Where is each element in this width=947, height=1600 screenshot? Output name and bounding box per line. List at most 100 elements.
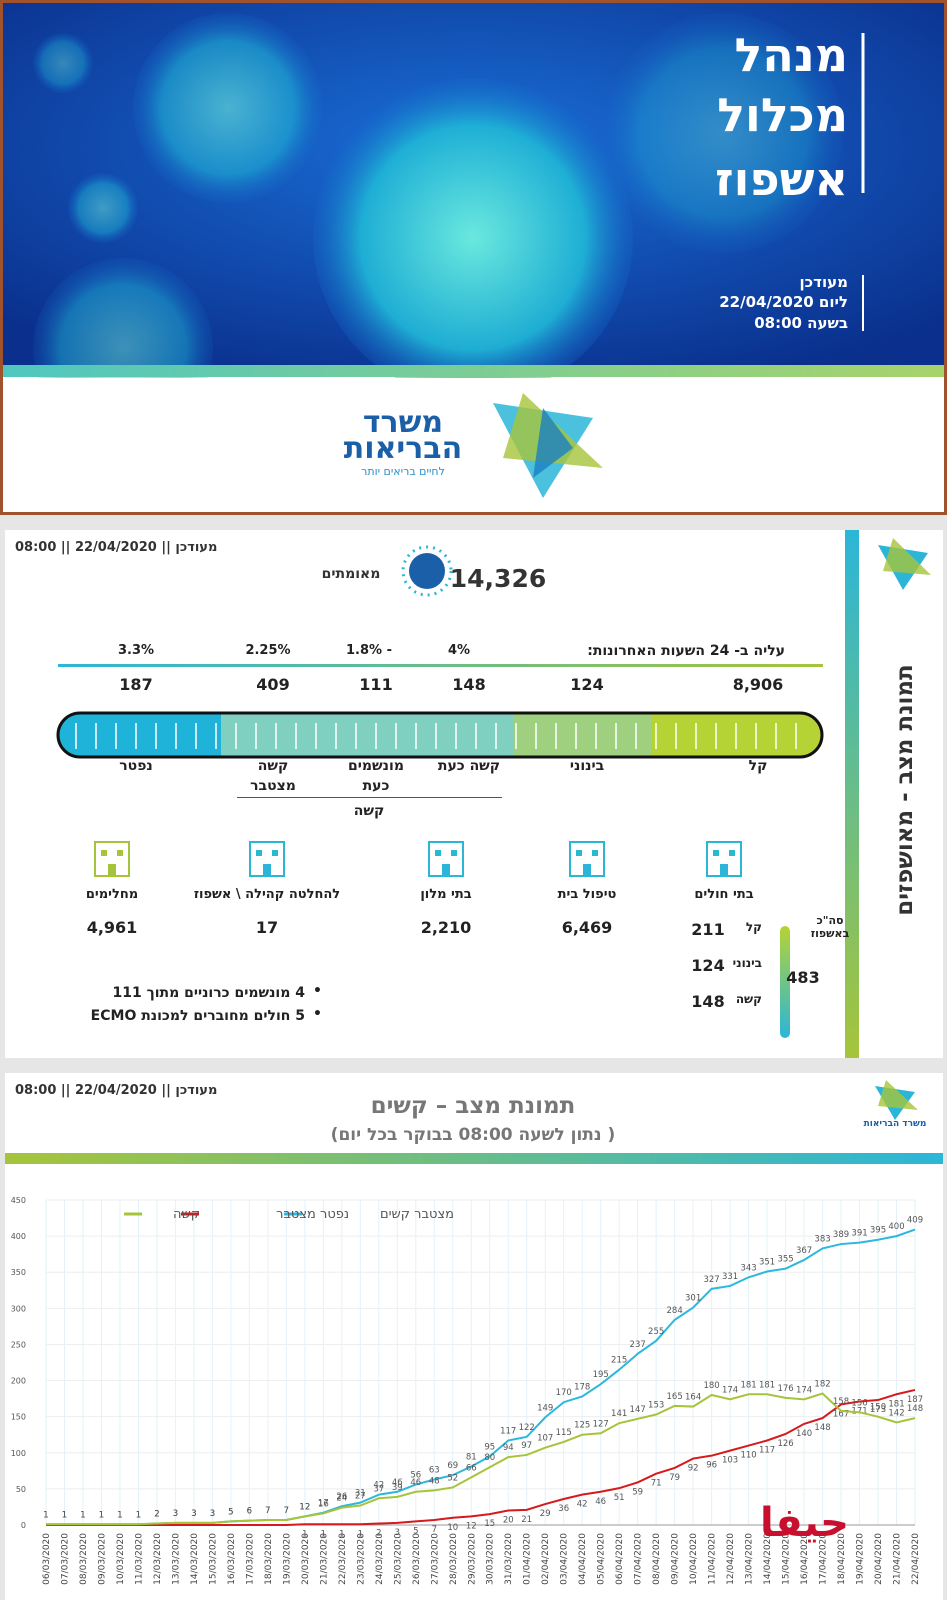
- data-label: 181: [740, 1380, 756, 1390]
- hospital-row-label: קל: [745, 920, 762, 934]
- data-label: 395: [870, 1226, 886, 1236]
- data-label: 237: [630, 1340, 646, 1350]
- segment-value: 409: [256, 675, 290, 694]
- location-label: בתי חולים: [694, 887, 754, 902]
- hospital-row-label: בינוני: [732, 956, 762, 970]
- data-label: 92: [688, 1464, 699, 1474]
- data-label: 3: [191, 1509, 196, 1519]
- group-line: [237, 797, 502, 798]
- x-tick-label: 23/03/2020: [356, 1533, 366, 1585]
- data-label: 69: [447, 1461, 458, 1471]
- data-label: 17: [318, 1499, 329, 1509]
- data-label: 96: [706, 1461, 717, 1471]
- y-tick-label: 250: [11, 1340, 26, 1349]
- x-tick-label: 17/03/2020: [245, 1533, 255, 1585]
- y-tick-label: 150: [11, 1413, 26, 1422]
- data-label: 351: [759, 1258, 775, 1268]
- location-label: בתי מלון: [420, 887, 472, 902]
- data-label: 1: [302, 1529, 307, 1539]
- updated: מעודכן || 22/04/2020 || 08:00: [15, 540, 218, 555]
- data-label: 355: [777, 1255, 793, 1265]
- x-tick-label: 26/03/2020: [412, 1533, 422, 1585]
- legend-label: מצטבר קשים: [380, 1207, 454, 1222]
- data-label: 48: [429, 1476, 440, 1486]
- data-label: 165: [667, 1392, 683, 1402]
- data-label: 117: [759, 1446, 775, 1456]
- confirmed-label: מאומתים: [321, 566, 381, 582]
- data-label: 148: [907, 1404, 923, 1414]
- y-tick-label: 0: [21, 1521, 26, 1530]
- x-tick-label: 27/03/2020: [430, 1533, 440, 1585]
- location-icon: [428, 841, 464, 877]
- data-label: 409: [907, 1216, 923, 1226]
- increase: 4%: [447, 643, 471, 658]
- data-label: 142: [888, 1408, 904, 1418]
- segment-value: 8,906: [732, 675, 784, 694]
- data-label: 122: [519, 1423, 535, 1433]
- data-label: 52: [447, 1473, 458, 1483]
- banner-title-line: מנהל: [734, 28, 848, 82]
- data-label: 176: [777, 1384, 793, 1394]
- data-label: 46: [410, 1478, 421, 1488]
- data-label: 51: [614, 1493, 625, 1503]
- data-label: 301: [685, 1294, 701, 1304]
- x-tick-label: 16/03/2020: [227, 1533, 237, 1585]
- data-label: 125: [574, 1421, 590, 1431]
- x-tick-label: 19/04/2020: [856, 1533, 866, 1585]
- segment-value: 187: [119, 675, 153, 694]
- data-label: 46: [392, 1478, 403, 1488]
- x-tick-label: 20/04/2020: [874, 1533, 884, 1585]
- location-icon: [249, 841, 285, 877]
- data-label: 16: [318, 1499, 329, 1509]
- hospital-row-value: 211: [691, 920, 725, 939]
- x-tick-label: 03/04/2020: [560, 1533, 570, 1585]
- logo-mark: [878, 538, 931, 590]
- data-label: 187: [907, 1395, 923, 1405]
- data-label: 148: [814, 1423, 830, 1433]
- confirmed-value: 14,326: [449, 564, 547, 593]
- data-label: 1: [99, 1510, 104, 1520]
- x-tick-label: 18/04/2020: [837, 1533, 847, 1585]
- data-label: 255: [648, 1327, 664, 1337]
- x-tick-label: 20/03/2020: [301, 1533, 311, 1585]
- x-tick-label: 15/04/2020: [782, 1533, 792, 1585]
- y-tick-label: 200: [11, 1377, 26, 1386]
- stripe: [5, 1153, 943, 1164]
- data-label: 97: [521, 1441, 532, 1451]
- series-line: [46, 1388, 916, 1526]
- series-line: [46, 1228, 916, 1526]
- data-label: 1: [321, 1529, 326, 1539]
- banner-title-line: מכלול: [717, 88, 848, 142]
- data-label: 6: [247, 1507, 252, 1517]
- segment-label: קשה כעת: [437, 758, 501, 774]
- x-tick-label: 22/03/2020: [338, 1533, 348, 1585]
- banner-updated: מעודכן: [799, 273, 848, 291]
- x-tick-label: 13/03/2020: [171, 1533, 181, 1585]
- x-tick-label: 29/03/2020: [467, 1533, 477, 1585]
- bullet: •: [313, 983, 322, 999]
- status-card: תמונת מצב - מאושפזים מעודכן || 22/04/202…: [5, 530, 943, 1058]
- data-label: 170: [556, 1388, 572, 1398]
- y-tick-label: 450: [11, 1196, 26, 1205]
- segment-value: 124: [570, 675, 604, 694]
- data-label: 12: [466, 1521, 477, 1531]
- data-label: 21: [521, 1515, 532, 1525]
- data-label: 107: [537, 1434, 553, 1444]
- y-tick-label: 400: [11, 1232, 26, 1241]
- x-tick-label: 21/03/2020: [319, 1533, 329, 1585]
- data-label: 140: [796, 1429, 812, 1439]
- note: 4 מונשמים כרוניים מתוך 111: [112, 985, 305, 1001]
- segment-value: 148: [452, 675, 486, 694]
- data-label: 2: [154, 1510, 159, 1520]
- data-label: 71: [651, 1479, 662, 1489]
- data-label: 12: [299, 1502, 310, 1512]
- x-tick-label: 08/03/2020: [79, 1533, 89, 1585]
- hospital-row-value: 148: [691, 992, 725, 1011]
- data-label: 3: [210, 1509, 215, 1519]
- y-tick-label: 50: [16, 1485, 26, 1494]
- location-label: טיפול בית: [557, 887, 617, 902]
- x-tick-label: 01/04/2020: [523, 1533, 533, 1585]
- data-label: 343: [740, 1263, 756, 1273]
- x-tick-label: 28/03/2020: [449, 1533, 459, 1585]
- note: 5 חולים מחוברים למכונת ECMO: [90, 1008, 305, 1024]
